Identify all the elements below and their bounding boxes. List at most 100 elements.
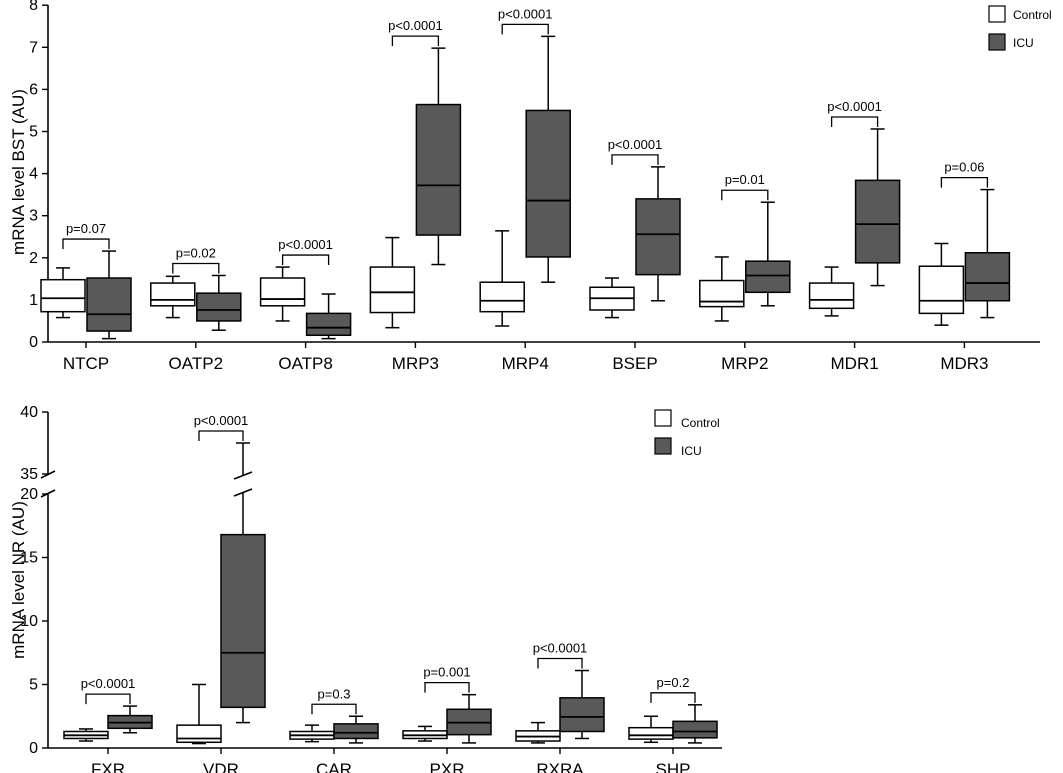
y-tick-label: 0: [29, 334, 38, 351]
box-iqr: [150, 282, 196, 307]
box-icu: [672, 704, 718, 744]
y-tick-label: 0: [29, 740, 38, 757]
box-iqr: [333, 723, 379, 740]
box-control: [150, 275, 196, 319]
y-tick-label: 4: [29, 166, 38, 183]
whisker-break-mark: [233, 488, 253, 497]
x-tick-label: MDR3: [940, 354, 988, 373]
x-tick-label: PXR: [430, 760, 465, 773]
box-iqr: [220, 533, 266, 709]
significance-bracket: [172, 262, 220, 274]
legend-swatch-control: [654, 409, 672, 427]
box-control: [699, 256, 745, 322]
y-tick-label: 15: [20, 550, 38, 567]
whisker-break-gap: [240, 475, 246, 493]
box-iqr: [259, 277, 306, 307]
panel-bst: mRNA level BST (AU) 0 1 2 3 4 5 6 7 8 NTCP OATP2 OA…: [9, 0, 1052, 373]
box-icu: [107, 705, 153, 734]
x-tick-label: MDR1: [831, 354, 879, 373]
p-value-label: p<0.0001: [533, 641, 588, 656]
p-value-label: p<0.0001: [81, 676, 136, 691]
boxes: [63, 442, 718, 745]
box-icu: [415, 47, 462, 266]
box-iqr: [918, 265, 965, 315]
y-tick-label: 1: [29, 292, 38, 309]
significance-bracket: [85, 693, 131, 705]
box-control: [628, 715, 674, 744]
y-tick-label: 35: [20, 466, 38, 483]
x-tick-label: BSEP: [612, 354, 657, 373]
x-tick-label: MRP3: [392, 354, 439, 373]
significance-bracket: [281, 254, 330, 266]
box-icu: [220, 442, 266, 724]
significance-bracket: [721, 189, 769, 201]
legend-label-icu: ICU: [681, 444, 702, 458]
y-axis-label: mRNA level NR (AU): [9, 501, 28, 659]
box-iqr: [86, 277, 132, 332]
box-iqr: [745, 260, 791, 294]
box-icu: [446, 693, 492, 744]
y-tick-label: 5: [29, 124, 38, 141]
significance-bracket: [611, 154, 659, 165]
y-tick-label: 6: [29, 81, 38, 98]
box-icu: [745, 201, 791, 307]
box-control: [63, 728, 109, 742]
y-tick-label: 7: [29, 39, 38, 56]
legend-label-icu: ICU: [1013, 36, 1034, 50]
y-axis-label: mRNA level BST (AU): [9, 89, 28, 255]
p-value-label: p=0.2: [657, 675, 690, 690]
axes: 0 5 10 15 20 35 40 FXR VDR CAR PXR RXRA SHP: [20, 404, 722, 773]
box-control: [289, 724, 335, 743]
box-control: [918, 242, 965, 326]
x-tick-label: NTCP: [63, 354, 109, 373]
box-icu: [196, 274, 242, 331]
x-tick-label: MRP4: [502, 354, 549, 373]
box-iqr: [628, 726, 674, 740]
box-icu: [854, 128, 901, 287]
x-tick-label: RXRA: [536, 760, 584, 773]
p-value-label: p<0.0001: [608, 137, 663, 152]
whisker-break-mark: [233, 471, 253, 480]
significance-bracket: [537, 657, 583, 669]
significance-bracket: [940, 176, 989, 188]
legend: Control ICU: [654, 409, 720, 458]
panel-nr: mRNA level NR (AU) 0 5 10 15 20 35 40 FXR VDR CAR…: [9, 404, 722, 773]
significance-bracket: [198, 430, 244, 441]
box-iqr: [854, 179, 901, 264]
box-control: [40, 267, 86, 319]
y-tick-label: 2: [29, 250, 38, 267]
x-tick-label: VDR: [203, 760, 239, 773]
box-iqr: [672, 720, 718, 739]
significance-bracket: [62, 238, 110, 250]
box-icu: [525, 35, 571, 283]
x-tick-label: OATP8: [278, 354, 332, 373]
x-tick-label: SHP: [656, 760, 691, 773]
p-value-label: p=0.3: [318, 686, 351, 701]
box-control: [589, 277, 635, 319]
p-value-label: p<0.0001: [388, 18, 443, 33]
p-value-label: p=0.06: [944, 160, 984, 175]
legend-swatch-control: [988, 5, 1006, 23]
box-icu: [635, 166, 681, 302]
y-tick-label: 5: [29, 677, 38, 694]
legend-label-control: Control: [681, 416, 720, 430]
box-control: [808, 266, 855, 317]
box-iqr: [305, 312, 352, 337]
y-tick-label: 8: [29, 0, 38, 14]
box-iqr: [415, 103, 462, 236]
legend: Control ICU: [988, 5, 1052, 51]
y-tick-label: 10: [20, 613, 38, 630]
significance-bracket: [501, 23, 549, 35]
p-value-label: p<0.0001: [194, 413, 249, 428]
box-icu: [86, 250, 132, 340]
box-icu: [964, 188, 1011, 319]
box-iqr: [635, 198, 681, 276]
x-tick-label: MRP2: [721, 354, 768, 373]
significance-bracket: [391, 35, 440, 47]
p-value-label: p<0.0001: [498, 6, 553, 21]
legend-label-control: Control: [1013, 8, 1052, 22]
box-iqr: [699, 279, 745, 308]
legend-swatch-icu: [988, 33, 1006, 51]
box-control: [259, 266, 306, 322]
